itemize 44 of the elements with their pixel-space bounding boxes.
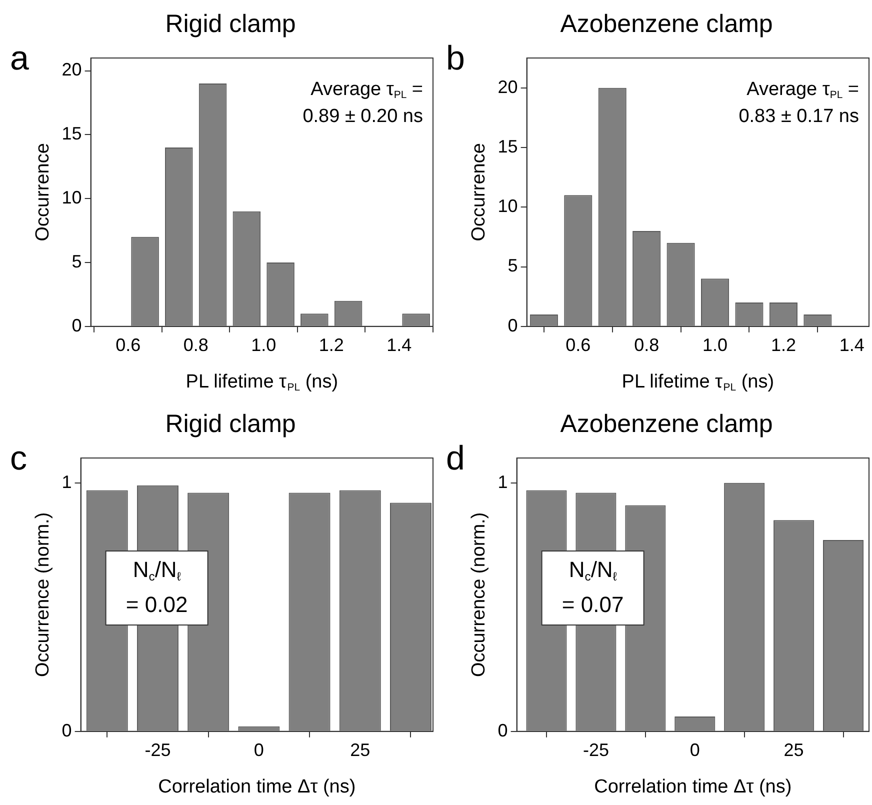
y-tick-label: 20 (62, 60, 82, 80)
y-tick-label: 15 (498, 136, 518, 156)
y-tick-label: 10 (62, 188, 82, 208)
y-axis-title: Occurrence (468, 143, 490, 242)
chart-title: Rigid clamp (165, 410, 296, 438)
chart-title: Rigid clamp (165, 10, 296, 38)
x-axis-title: Correlation time Δτ (ns) (594, 776, 792, 798)
x-tick-label: -25 (144, 740, 171, 760)
y-tick-label: 10 (498, 196, 518, 216)
x-tick-label: 0 (690, 740, 700, 760)
text: c (10, 439, 27, 478)
x-tick-label: -25 (582, 740, 609, 760)
text: a (10, 39, 29, 78)
x-tick-label: 1.2 (770, 335, 796, 356)
x-tick-label: 1.4 (386, 335, 412, 356)
x-tick-label: 0.8 (634, 335, 660, 356)
x-tick-label: 0.6 (566, 335, 591, 356)
y-tick-label: 0 (508, 315, 518, 336)
y-tick-label: 20 (498, 76, 518, 97)
y-axis-title: Occurrence (norm.) (32, 512, 54, 678)
x-tick-label: 1.0 (251, 335, 276, 356)
y-tick-label: 5 (508, 256, 518, 276)
x-tick-label: 0 (254, 740, 264, 760)
x-tick-label: 0.6 (116, 335, 141, 356)
y-axis-title: Occurrence (norm.) (468, 512, 490, 678)
y-tick-label: 0 (72, 315, 82, 336)
y-tick-label: 1 (62, 472, 72, 492)
x-tick-label: 0.8 (183, 335, 208, 356)
x-tick-label: 1.2 (318, 335, 344, 356)
x-axis-title: Correlation time Δτ (ns) (158, 776, 356, 798)
chart-title: Azobenzene clamp (560, 410, 773, 438)
x-tick-label: 1.0 (702, 335, 728, 356)
y-tick-label: 1 (498, 472, 508, 492)
text: d (446, 439, 465, 478)
x-tick-label: 1.4 (839, 335, 864, 356)
y-axis-title: Occurrence (32, 143, 54, 242)
y-tick-label: 5 (72, 251, 82, 272)
y-tick-label: 0 (62, 720, 72, 740)
text: b (446, 39, 465, 78)
x-tick-label: 25 (784, 740, 804, 760)
x-tick-label: 25 (350, 740, 370, 760)
chart-title: Azobenzene clamp (560, 10, 773, 38)
y-tick-label: 0 (498, 720, 508, 740)
y-tick-label: 15 (62, 124, 82, 144)
